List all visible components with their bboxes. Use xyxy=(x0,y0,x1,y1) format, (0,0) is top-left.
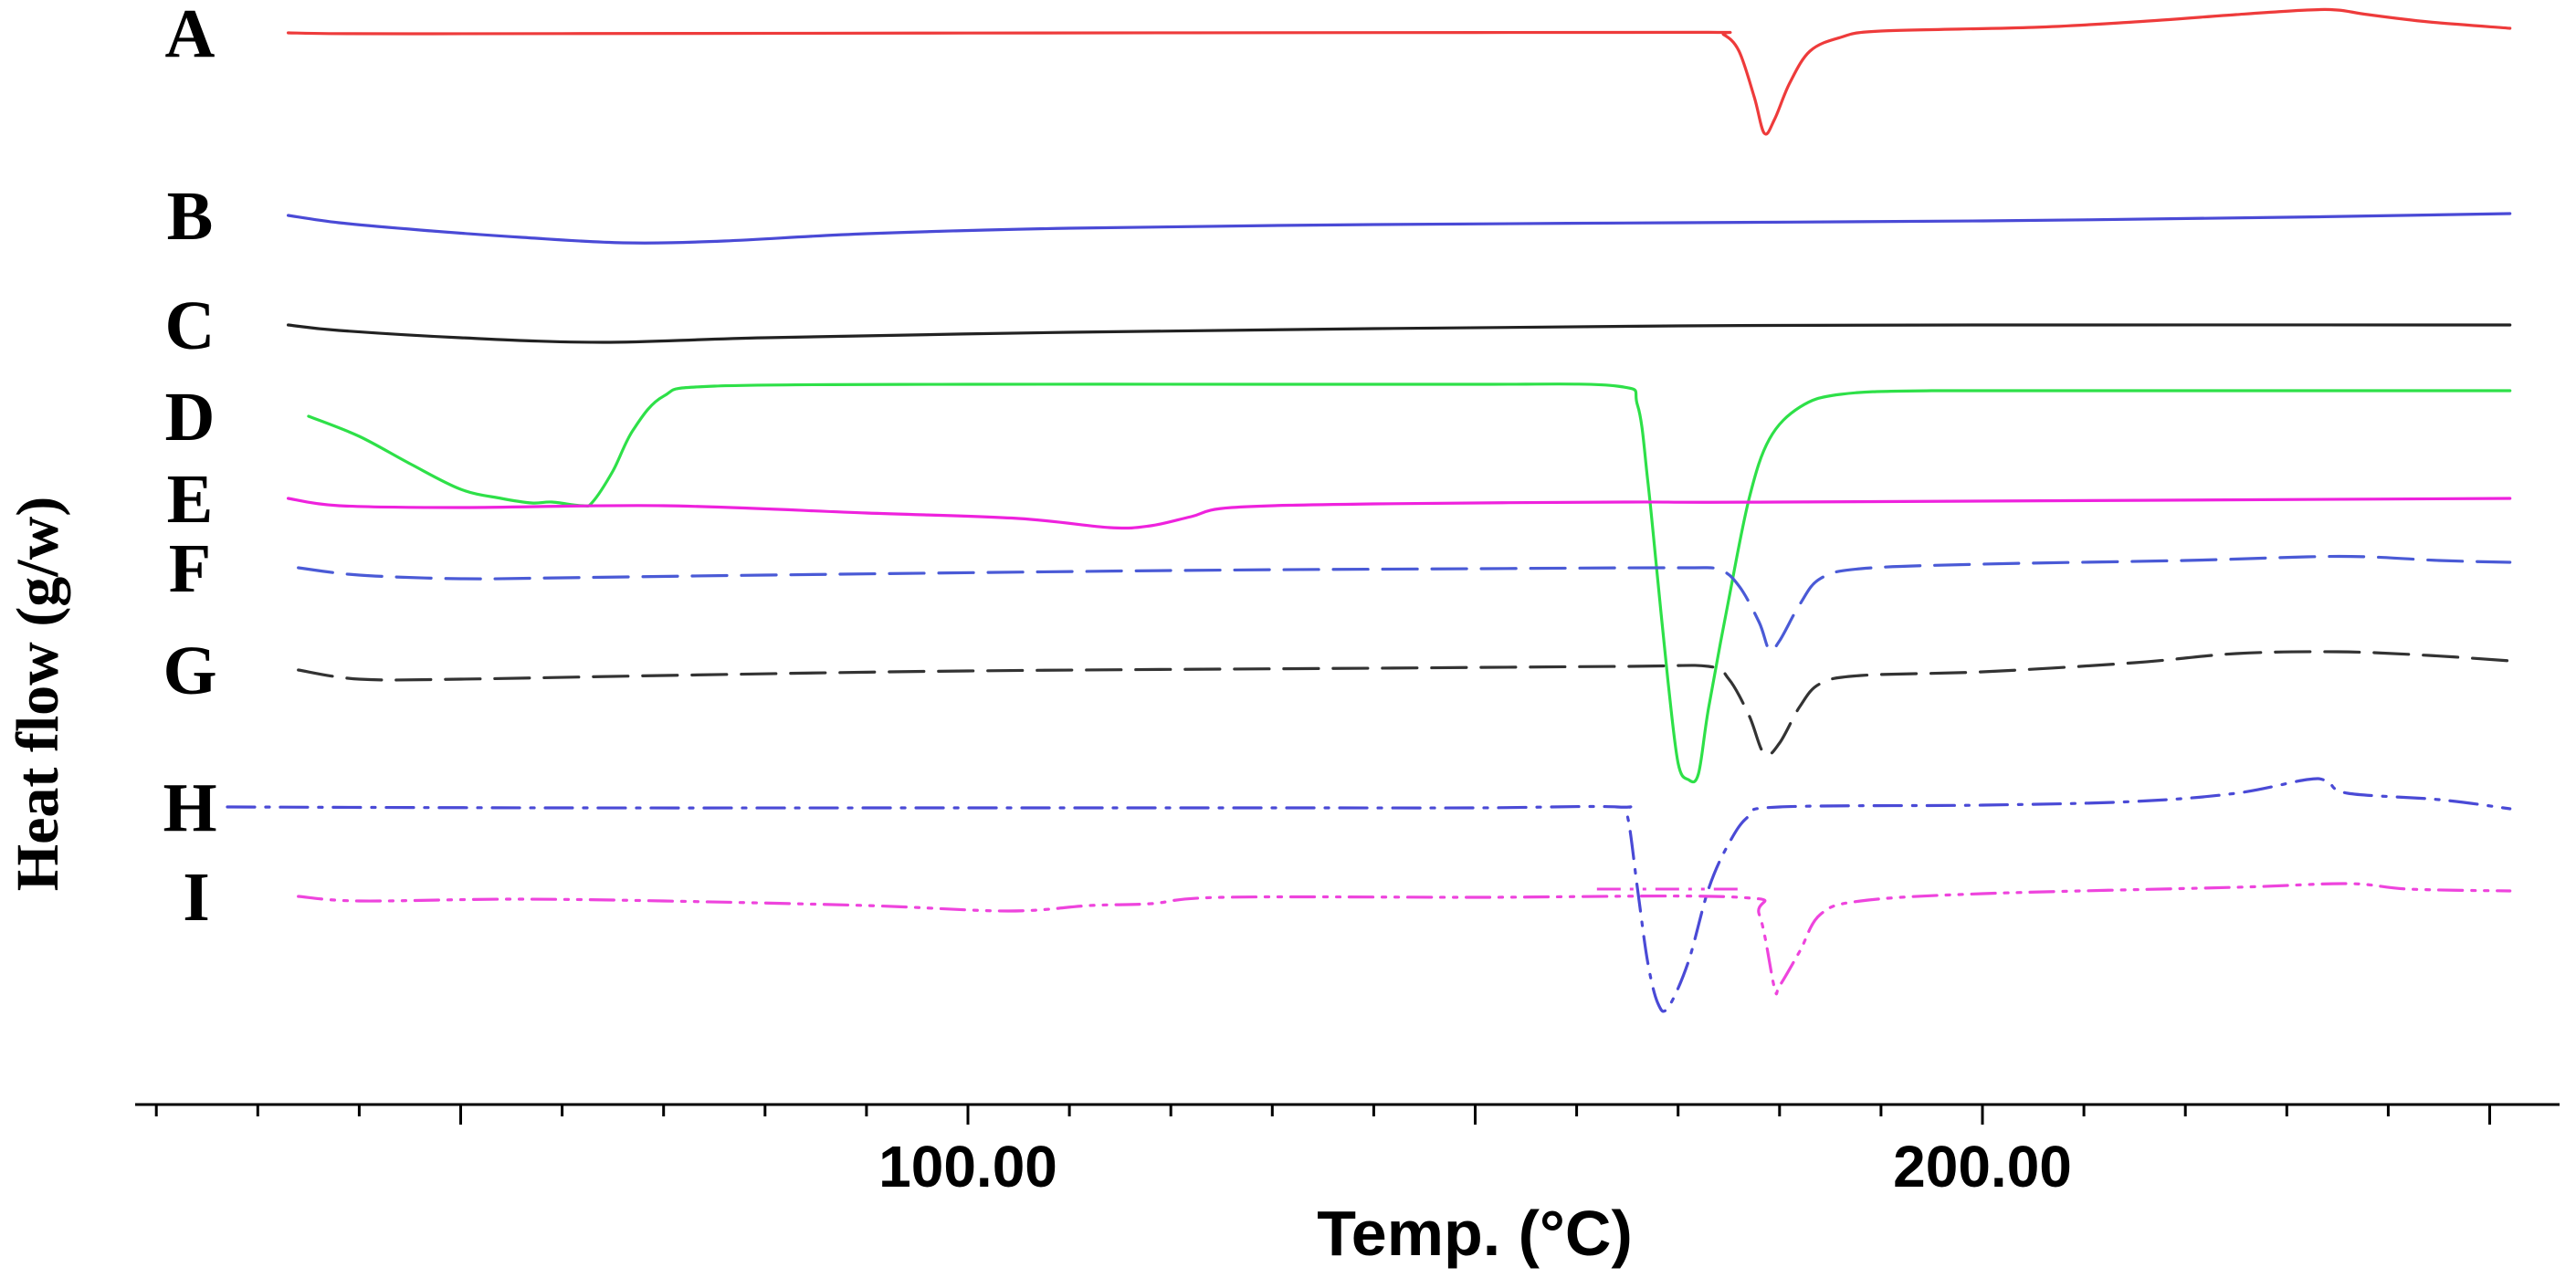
y-axis-label: Heat flow (g/w) xyxy=(5,497,71,892)
series-line-D xyxy=(307,382,2512,784)
series-letter-G: G xyxy=(163,633,216,709)
x-tick-label-100: 100.00 xyxy=(878,1134,1057,1199)
series-curves xyxy=(226,7,2512,1013)
x-axis: 100.00 200.00 xyxy=(135,1103,2560,1199)
series-letter-A: A xyxy=(165,0,216,72)
series-letter-I: I xyxy=(183,859,210,936)
series-letter-E: E xyxy=(167,461,214,538)
series-line-H xyxy=(226,777,2512,1013)
series-line-E xyxy=(287,497,2512,530)
y-axis-title: Heat flow (g/w) xyxy=(5,497,71,892)
series-letter-H: H xyxy=(163,770,216,846)
series-line-B xyxy=(287,212,2512,245)
series-letter-D: D xyxy=(165,379,216,456)
series-line-C xyxy=(287,323,2512,344)
series-line-I xyxy=(297,882,2512,996)
series-line-A xyxy=(287,7,2512,136)
series-letter-F: F xyxy=(169,530,211,607)
x-tick-label-200: 200.00 xyxy=(1893,1134,2072,1199)
series-line-G xyxy=(297,650,2512,758)
series-line-F xyxy=(297,554,2512,653)
series-letter-B: B xyxy=(167,178,214,255)
series-letter-C: C xyxy=(165,288,216,364)
x-axis-title: Temp. (°C) xyxy=(1317,1198,1633,1269)
